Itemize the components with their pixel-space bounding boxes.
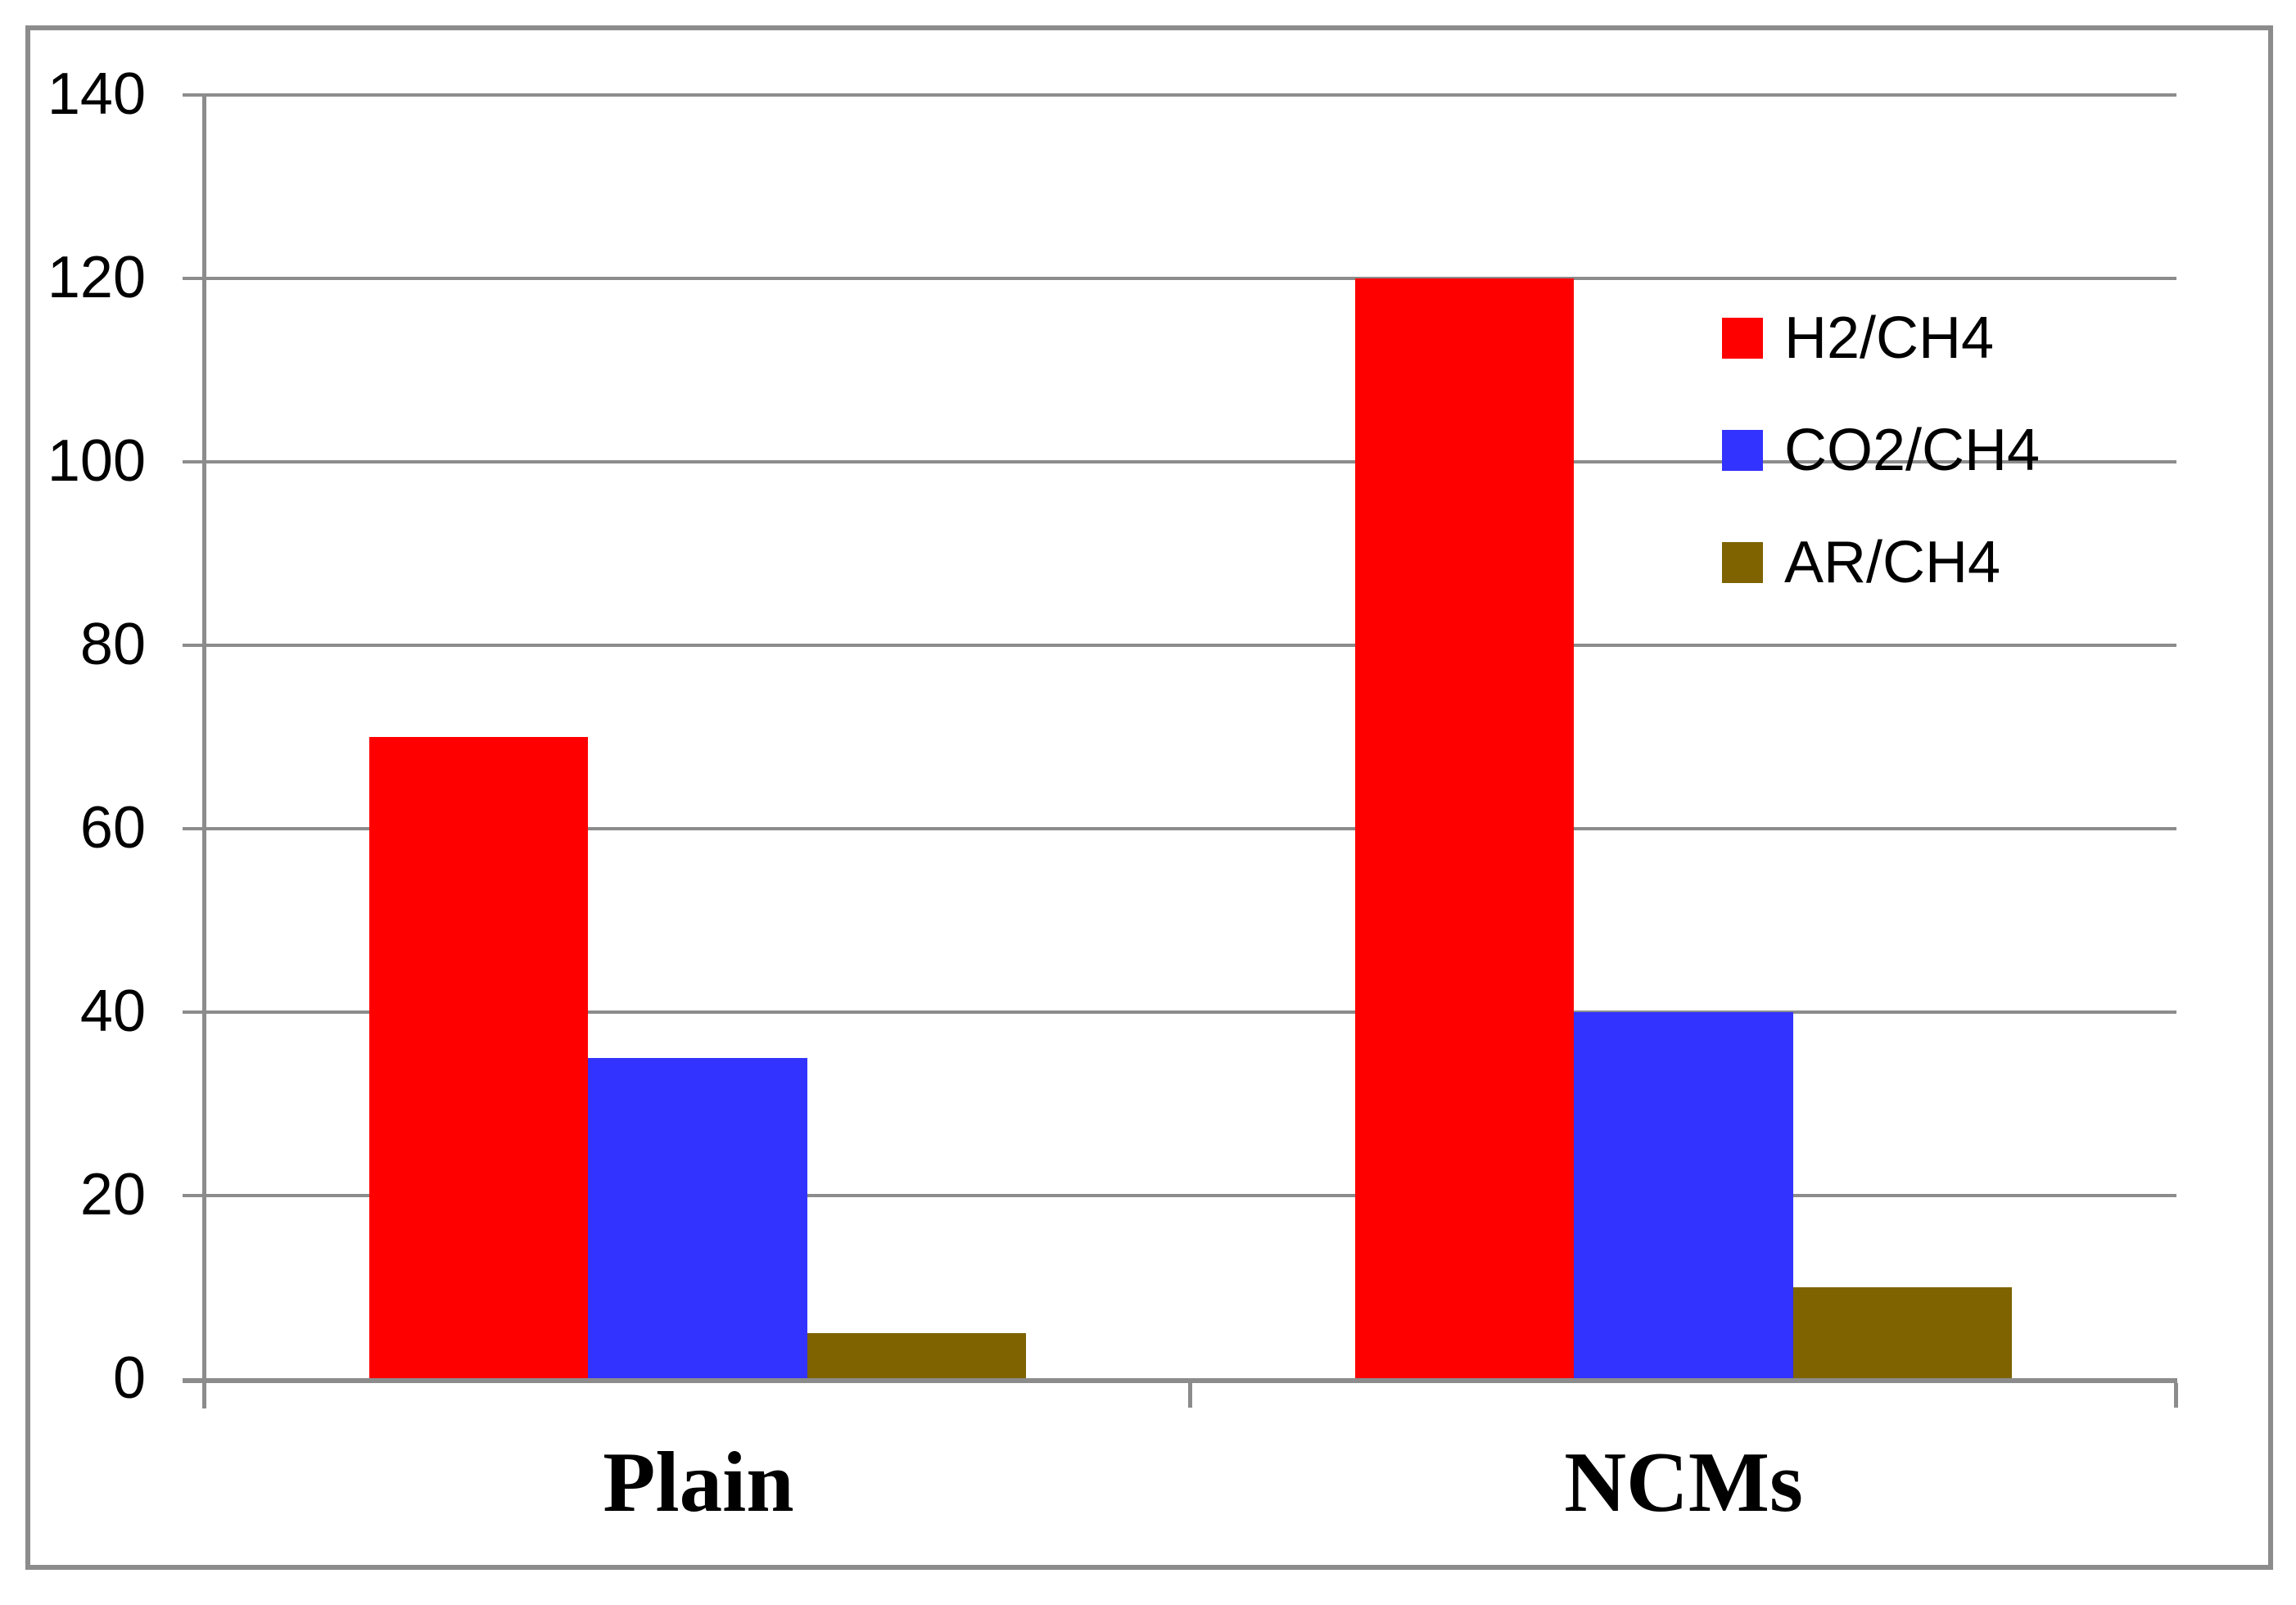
bar-CO2/CH4-NCMs	[1574, 1012, 1793, 1379]
gridline-y-120	[183, 277, 2176, 280]
bar-AR/CH4-NCMs	[1792, 1287, 2013, 1379]
legend-item-arch4: AR/CH4	[1722, 533, 2040, 592]
y-axis-tick-label-100: 100	[47, 428, 146, 494]
gridline-y-60	[183, 827, 2176, 830]
gridline-y-140	[183, 93, 2176, 97]
gridline-y-80	[183, 644, 2176, 647]
legend-label-h2ch4: H2/CH4	[1784, 305, 1995, 371]
legend-item-h2ch4: H2/CH4	[1722, 309, 2040, 368]
y-axis-tick-label-140: 140	[47, 61, 146, 127]
y-axis-tick-label-0: 0	[112, 1345, 146, 1411]
y-axis-tick-label-80: 80	[79, 612, 146, 677]
y-axis-tick-label-120: 120	[47, 245, 146, 310]
legend-swatch-arch4	[1722, 542, 1763, 583]
bar-CO2/CH4-Plain	[588, 1058, 807, 1379]
bar-AR/CH4-Plain	[807, 1333, 1027, 1379]
y-axis-tick-label-60: 60	[79, 795, 146, 861]
legend-swatch-h2ch4	[1722, 318, 1763, 359]
category-label-ncms: NCMs	[1564, 1434, 1803, 1530]
legend-item-co2ch4: CO2/CH4	[1722, 421, 2040, 480]
legend-label-co2ch4: CO2/CH4	[1784, 418, 2041, 483]
gridline-y-100	[183, 460, 2176, 463]
y-axis-tick-label-40: 40	[79, 979, 146, 1044]
y-axis-tick-label-20: 20	[79, 1162, 146, 1227]
category-label-plain: Plain	[603, 1434, 794, 1530]
gridline-y-40	[183, 1010, 2176, 1014]
bar-H2/CH4-Plain	[368, 737, 589, 1379]
x-axis-tick-2	[2174, 1383, 2178, 1408]
legend-label-arch4: AR/CH4	[1784, 530, 2001, 595]
x-axis-tick-1	[1188, 1383, 1192, 1408]
gridline-y-20	[183, 1194, 2176, 1197]
chart-border-frame	[25, 25, 2273, 1570]
x-axis-line	[183, 1378, 2177, 1383]
legend: H2/CH4 CO2/CH4 AR/CH4	[1722, 309, 2040, 654]
y-axis-line	[202, 95, 206, 1408]
legend-swatch-co2ch4	[1722, 430, 1763, 471]
bar-H2/CH4-NCMs	[1354, 278, 1575, 1379]
